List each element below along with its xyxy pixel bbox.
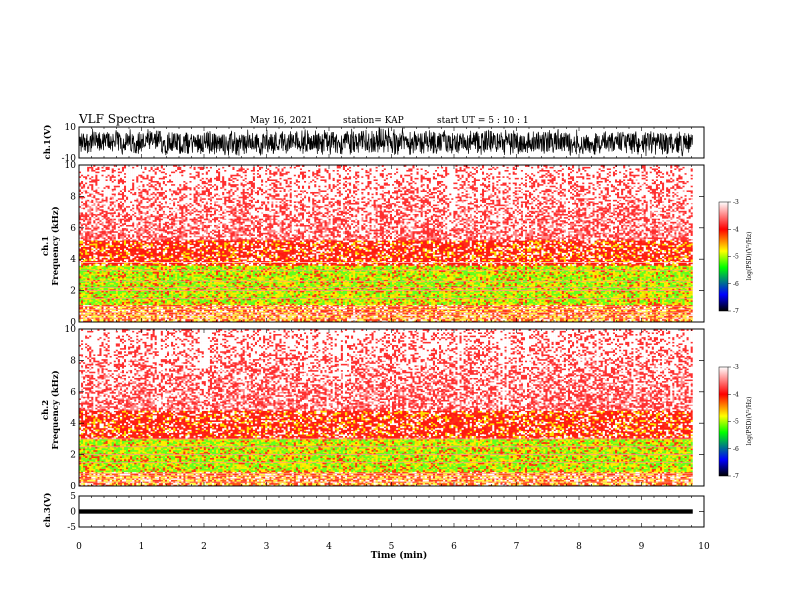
y-tick-label: 10 — [65, 123, 77, 133]
ch1-waveform-ylabel: ch.1(V) — [42, 125, 53, 160]
ch3-waveform-panel: 5 0 -5 — [67, 492, 705, 533]
x-tick-label: 3 — [264, 542, 270, 552]
no-data-region — [692, 165, 704, 322]
x-tick-label: 5 — [389, 542, 395, 552]
x-tick-label: 8 — [576, 542, 582, 552]
x-tick-label: 7 — [514, 542, 520, 552]
y-tick-label: 8 — [70, 192, 76, 202]
colorbar-tick-label: -3 — [733, 364, 739, 371]
spectrogram-cells — [79, 165, 693, 323]
y-tick-label: -10 — [62, 154, 77, 164]
y-tick-label: -5 — [67, 523, 76, 533]
x-tick-label: 0 — [76, 542, 82, 552]
date-label: May 16, 2021 — [250, 116, 313, 126]
ch2-spectrogram-ylabel-frequency: Frequency (kHz) — [50, 370, 61, 449]
y-tick-label: 6 — [70, 388, 76, 398]
x-tick-label: 4 — [326, 542, 332, 552]
colorbar-tick-label: -7 — [733, 308, 739, 315]
y-tick-label: 0 — [70, 318, 76, 328]
ch2-spectrogram-ylabel-channel: ch.2 — [41, 400, 51, 420]
y-tick-label: 2 — [70, 287, 76, 297]
colorbar-tick-label: -5 — [733, 254, 739, 261]
ch2-colorbar-label: log(PSD)(V²/Hz) — [746, 397, 753, 446]
x-tick-label: 1 — [139, 542, 145, 552]
figure-title: VLF Spectra — [78, 112, 155, 126]
colorbar-tick-label: -5 — [733, 419, 739, 426]
ch2-spectrogram-panel: 0 2 4 6 8 10 — [65, 325, 705, 492]
no-data-region — [692, 329, 704, 486]
colorbar-tick-label: -7 — [733, 473, 739, 480]
x-tick-label: 2 — [201, 542, 207, 552]
time-axis: 0 1 2 3 4 5 6 7 8 9 10 — [76, 542, 710, 552]
x-tick-label: 9 — [639, 542, 645, 552]
colorbar-tick-label: -6 — [733, 281, 739, 288]
colorbar-tick-label: -4 — [733, 391, 739, 398]
y-tick-label: 4 — [70, 255, 76, 265]
colorbar-tick-label: -3 — [733, 199, 739, 206]
ch3-waveform-line — [79, 509, 693, 514]
x-axis-label: Time (min) — [371, 550, 428, 561]
x-tick-label: 10 — [698, 542, 710, 552]
ch2-colorbar-gradient — [718, 366, 729, 477]
y-tick-label: 0 — [70, 482, 76, 492]
ch1-colorbar-label: log(PSD)(V²/Hz) — [746, 232, 753, 281]
ch1-spectrogram-ylabel-channel: ch.1 — [41, 236, 51, 256]
x-tick-label: 6 — [451, 542, 457, 552]
ch1-waveform-panel: 10 -10 — [62, 123, 705, 164]
start-time-label: start UT = 5 : 10 : 1 — [437, 116, 529, 126]
ch1-spectrogram-ylabel-frequency: Frequency (kHz) — [50, 206, 61, 285]
ch1-waveform-line — [78, 127, 693, 157]
y-tick-label: 2 — [70, 451, 76, 461]
y-tick-label: 8 — [70, 356, 76, 366]
colorbar-tick-label: -6 — [733, 446, 739, 453]
y-tick-label: 10 — [65, 161, 77, 171]
ch1-spectrogram-panel: 0 2 4 6 8 10 — [65, 161, 705, 328]
y-tick-label: 0 — [70, 508, 76, 518]
colorbar-tick-label: -4 — [733, 226, 739, 233]
y-tick-label: 4 — [70, 419, 76, 429]
spectrogram-cells — [79, 329, 693, 487]
ch1-colorbar-gradient — [718, 201, 729, 312]
station-label: station= KAP — [343, 116, 404, 126]
y-tick-label: 5 — [70, 492, 76, 502]
ch3-waveform-ylabel: ch.3(V) — [42, 493, 53, 528]
y-tick-label: 10 — [65, 325, 77, 335]
y-tick-label: 6 — [70, 224, 76, 234]
